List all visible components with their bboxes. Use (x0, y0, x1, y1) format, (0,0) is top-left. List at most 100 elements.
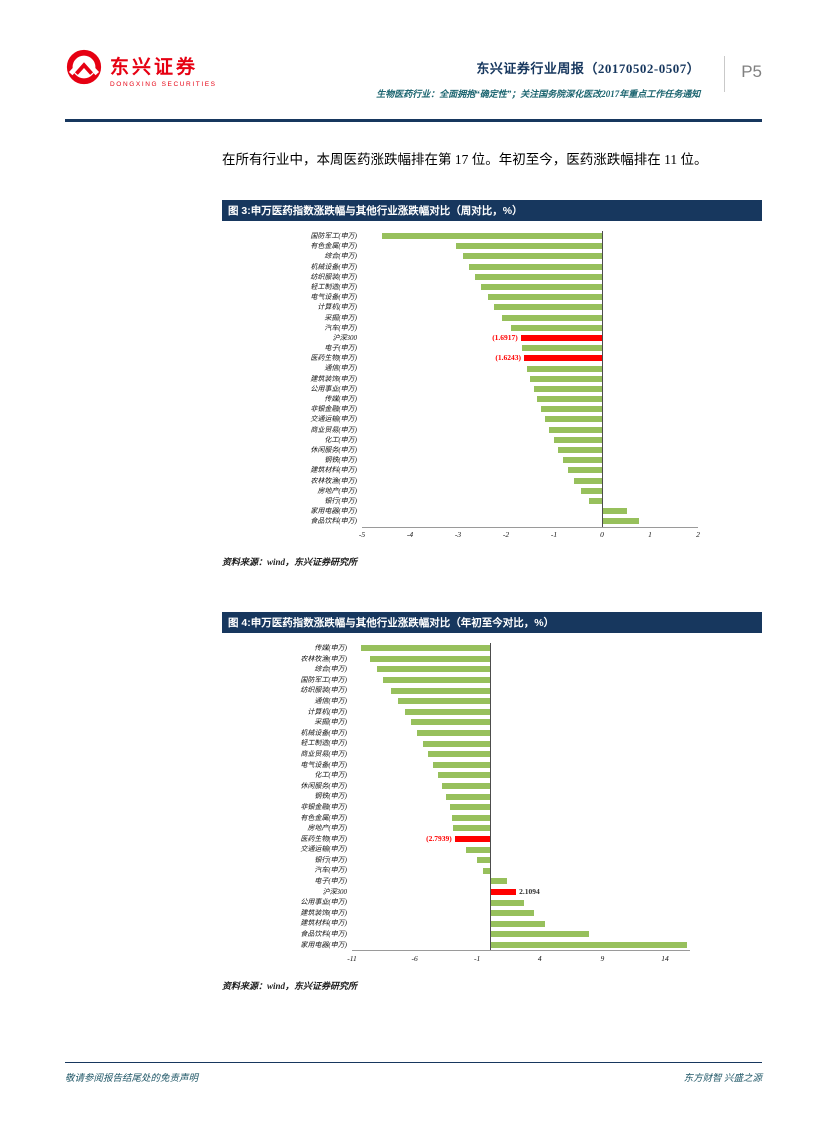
bar (502, 314, 602, 321)
bar (404, 708, 490, 715)
figure-4-source: 资料来源：wind，东兴证券研究所 (222, 981, 358, 992)
bar (557, 447, 602, 454)
chart-row: (1.6243) (362, 353, 698, 363)
bar (417, 730, 490, 737)
bar (445, 793, 490, 800)
chart-row (352, 685, 690, 696)
page-header: 东兴证券 DONGXING SECURITIES 东兴证券行业周报（201705… (65, 48, 762, 100)
chart-label-column: 国防军工(申万) 有色金属(申万) 综合(申万) 机械设备(申万) 纺织服装(申万) 轻工… (222, 231, 362, 541)
category-label: 综合(申万) (314, 665, 347, 674)
chart-row (362, 516, 698, 526)
figure-4-caption: 图 4:申万医药指数涨跌幅与其他行业涨跌幅对比（年初至今对比，%） (222, 612, 762, 633)
category-label: 纺织服装(申万) (300, 686, 347, 695)
chart-row (352, 770, 690, 781)
bar (602, 508, 627, 515)
chart-row (362, 323, 698, 333)
category-label: 汽车(申万) (314, 866, 347, 875)
chart-row (352, 897, 690, 908)
chart-row (362, 384, 698, 394)
category-label: 农林牧渔(申万) (300, 654, 347, 663)
chart-row (352, 749, 690, 760)
bar (462, 253, 602, 260)
figure-3-section: 图 3:申万医药指数涨跌幅与其他行业涨跌幅对比（周对比，%） 国防军工(申万) 有… (222, 200, 762, 568)
category-label: 医药生物(申万) (310, 354, 357, 363)
chart-row (352, 717, 690, 728)
bar (390, 687, 490, 694)
bar (562, 457, 602, 464)
bar (489, 888, 517, 895)
weekly-change-bar-chart: 国防军工(申万) 有色金属(申万) 综合(申万) 机械设备(申万) 纺织服装(申万) 轻工… (222, 231, 762, 541)
brand-logo: 东兴证券 DONGXING SECURITIES (65, 48, 225, 91)
bar (549, 426, 602, 433)
bar (438, 772, 490, 779)
chart-row (362, 486, 698, 496)
data-label: (1.6917) (492, 332, 518, 342)
axis-tick-label: -2 (502, 530, 510, 540)
category-label: 食品饮料(申万) (310, 517, 357, 526)
axis-tick-label: 9 (600, 954, 605, 964)
chart-row (352, 813, 690, 824)
bar (489, 920, 545, 927)
chart-row (352, 929, 690, 940)
category-label: 建筑装饰(申万) (300, 908, 347, 917)
category-label: 银行(申万) (324, 496, 357, 505)
data-label: (2.7939) (426, 833, 452, 843)
category-label: 传媒(申万) (324, 395, 357, 403)
bar (423, 740, 490, 747)
chart-row (352, 940, 690, 951)
chart-row (362, 496, 698, 506)
bar (522, 345, 602, 352)
bar (477, 857, 490, 864)
bar (475, 273, 602, 280)
x-axis-line (362, 526, 698, 528)
category-label: 钢铁(申万) (314, 792, 347, 801)
report-subtitle: 生物医药行业：全面拥抱“确定性”；关注国务院深化医改2017年重点工作任务通知 (376, 89, 701, 99)
axis-tick-label: 1 (648, 530, 652, 540)
bar (489, 931, 589, 938)
chart-row (362, 435, 698, 445)
chart-row (362, 445, 698, 455)
bar (483, 867, 490, 874)
bar (489, 878, 508, 885)
bar (588, 497, 602, 504)
bar (489, 910, 534, 917)
x-axis: -11 -6 -1 4 9 14 (347, 950, 690, 965)
chart-row (352, 664, 690, 675)
category-label: 计算机(申万) (307, 707, 347, 716)
category-label: 电气设备(申万) (300, 760, 347, 769)
bar (453, 825, 490, 832)
bar (524, 355, 602, 362)
data-label: 2.1094 (519, 886, 540, 896)
category-label: 轻工制造(申万) (300, 739, 347, 748)
chart-row (362, 302, 698, 312)
category-label: 非银金融(申万) (310, 405, 357, 414)
axis-tick-label: 0 (600, 530, 604, 540)
category-label: 计算机(申万) (317, 303, 357, 312)
footer-slogan: 东方财智 兴盛之源 (683, 1074, 762, 1084)
logo-cn-text: 东兴证券 (110, 56, 199, 78)
bar (527, 365, 602, 372)
chart-row (362, 313, 698, 323)
category-label: 通信(申万) (314, 696, 347, 705)
bar (454, 835, 490, 842)
chart-row (352, 738, 690, 749)
category-label: 休闲服务(申万) (310, 445, 357, 454)
category-label: 机械设备(申万) (310, 262, 357, 271)
category-label: 交通运输(申万) (300, 845, 347, 854)
category-label: 化工(申万) (314, 771, 347, 780)
report-title: 东兴证券行业周报（20170502-0507） (476, 61, 701, 76)
chart-row (352, 918, 690, 929)
category-label: 公用事业(申万) (300, 898, 347, 907)
footer-rule (65, 1062, 762, 1063)
category-label: 房地产(申万) (317, 486, 357, 495)
page-number: P5 (724, 56, 762, 92)
chart-row: (1.6917) (362, 333, 698, 343)
category-label: 非银金融(申万) (300, 802, 347, 811)
figure-3-caption: 图 3:申万医药指数涨跌幅与其他行业涨跌幅对比（周对比，%） (222, 200, 762, 221)
chart-row (352, 844, 690, 855)
category-label: 建筑装饰(申万) (310, 374, 357, 383)
chart-plot-area: (2.7939) 2.1094 -11 -6 -1 4 9 14 (347, 643, 690, 965)
chart-row (362, 476, 698, 486)
category-label: 银行(申万) (314, 855, 347, 864)
chart-row (362, 404, 698, 414)
